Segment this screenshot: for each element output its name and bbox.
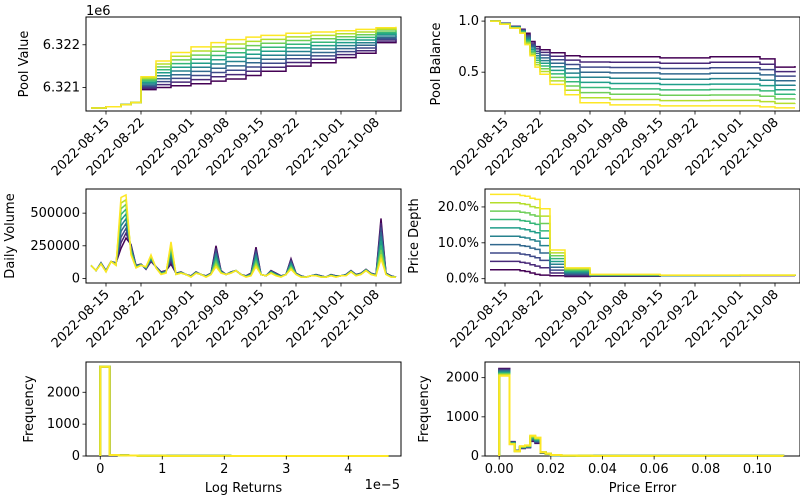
x-axis-label: Log Returns — [205, 481, 282, 496]
y-tick-label: 0 — [72, 271, 80, 286]
histogram-step — [498, 370, 785, 457]
histogram-step — [498, 372, 785, 457]
y-tick-label: 0.0% — [446, 272, 479, 287]
histogram-step — [498, 370, 785, 457]
series-line — [91, 35, 397, 109]
histogram-step — [99, 365, 389, 457]
series-line — [91, 26, 397, 109]
series-line — [490, 20, 795, 109]
y-tick-label: 1.0 — [458, 14, 479, 29]
panel-price-error: 0.00 0.02 0.04 0.06 0.08 0.10 0 1000 2000 Price E… — [417, 361, 800, 496]
axes-frame — [484, 16, 800, 112]
panel-log-returns: 0 1 2 3 4 0 1000 2000 Log Returns Frequency 1e−5 — [22, 361, 402, 496]
series-line — [90, 226, 397, 278]
axis-offset-label: 1e−5 — [365, 478, 400, 493]
histogram-step — [99, 365, 389, 457]
x-tick-label: 2 — [220, 462, 228, 477]
y-axis-label: Price Depth — [407, 198, 422, 273]
series-line — [490, 243, 796, 277]
y-axis-label: Frequency — [22, 375, 37, 442]
x-axis-label: Price Error — [609, 481, 677, 496]
series-line — [490, 227, 796, 277]
y-tick-label: 1000 — [47, 417, 80, 432]
histogram-step — [498, 373, 785, 457]
histogram-step — [99, 365, 389, 457]
y-axis-label: Frequency — [417, 375, 432, 442]
x-tick-label: 0.00 — [485, 462, 514, 477]
axes-frame — [85, 16, 402, 112]
panel-daily-volume: 02500005000002022-08-152022-08-222022-09… — [3, 188, 402, 351]
y-axis-label: Pool Value — [17, 31, 32, 98]
y-tick-label: 20.0% — [438, 200, 479, 215]
panel-pool-balance: 0.51.02022-08-152022-08-222022-09-012022… — [429, 14, 800, 179]
y-tick-label: 250000 — [30, 239, 80, 254]
y-tick-label: 500000 — [30, 206, 80, 221]
x-tick-label: 0.04 — [588, 462, 617, 477]
y-tick-label: 10.0% — [438, 236, 479, 251]
histogram-step — [99, 365, 389, 457]
y-tick-label: 2000 — [446, 371, 479, 386]
x-tick-label: 0.08 — [691, 462, 720, 477]
y-axis-label: Pool Balance — [429, 23, 444, 106]
axes-frame — [85, 361, 402, 457]
x-tick-label: 0 — [96, 462, 104, 477]
histogram-step — [498, 368, 785, 457]
y-tick-label: 0.5 — [458, 65, 479, 80]
x-tick-label: 0.02 — [536, 462, 565, 477]
series-line — [90, 193, 396, 278]
histogram-step — [99, 365, 389, 457]
series-line — [91, 29, 397, 109]
histogram-step — [99, 365, 389, 457]
histogram-step — [498, 374, 785, 457]
histogram-step — [498, 373, 785, 457]
y-tick-label: 0 — [471, 449, 479, 464]
x-tick-label: 3 — [282, 462, 290, 477]
histogram-step — [498, 369, 785, 457]
axis-offset-label: 1e6 — [86, 4, 111, 19]
series-line — [91, 34, 397, 109]
histogram-step — [99, 365, 389, 457]
axes-frame — [85, 188, 402, 284]
axes-frame — [484, 188, 800, 284]
x-tick-label: 0.10 — [743, 462, 772, 477]
series-line — [90, 222, 397, 278]
y-tick-label: 0 — [72, 449, 80, 464]
x-tick-label: 0.06 — [640, 462, 669, 477]
y-tick-label: 6.321 — [43, 81, 80, 96]
histogram-step — [99, 365, 389, 457]
histogram-step — [498, 371, 785, 457]
y-tick-label: 6.322 — [43, 38, 80, 53]
y-axis-label: Daily Volume — [3, 193, 18, 278]
histogram-step — [99, 365, 389, 457]
series-line — [490, 193, 796, 276]
x-tick-label: 4 — [344, 462, 352, 477]
panel-pool-value: 6.3216.3222022-08-152022-08-222022-09-01… — [17, 4, 402, 179]
y-tick-label: 1000 — [446, 410, 479, 425]
histogram-step — [498, 367, 785, 457]
y-tick-label: 2000 — [47, 385, 80, 400]
series-line — [90, 221, 397, 278]
x-tick-label: 1 — [158, 462, 166, 477]
histogram-step — [99, 365, 389, 457]
panel-price-depth: 0.0%10.0%20.0%2022-08-152022-08-222022-0… — [407, 188, 800, 351]
